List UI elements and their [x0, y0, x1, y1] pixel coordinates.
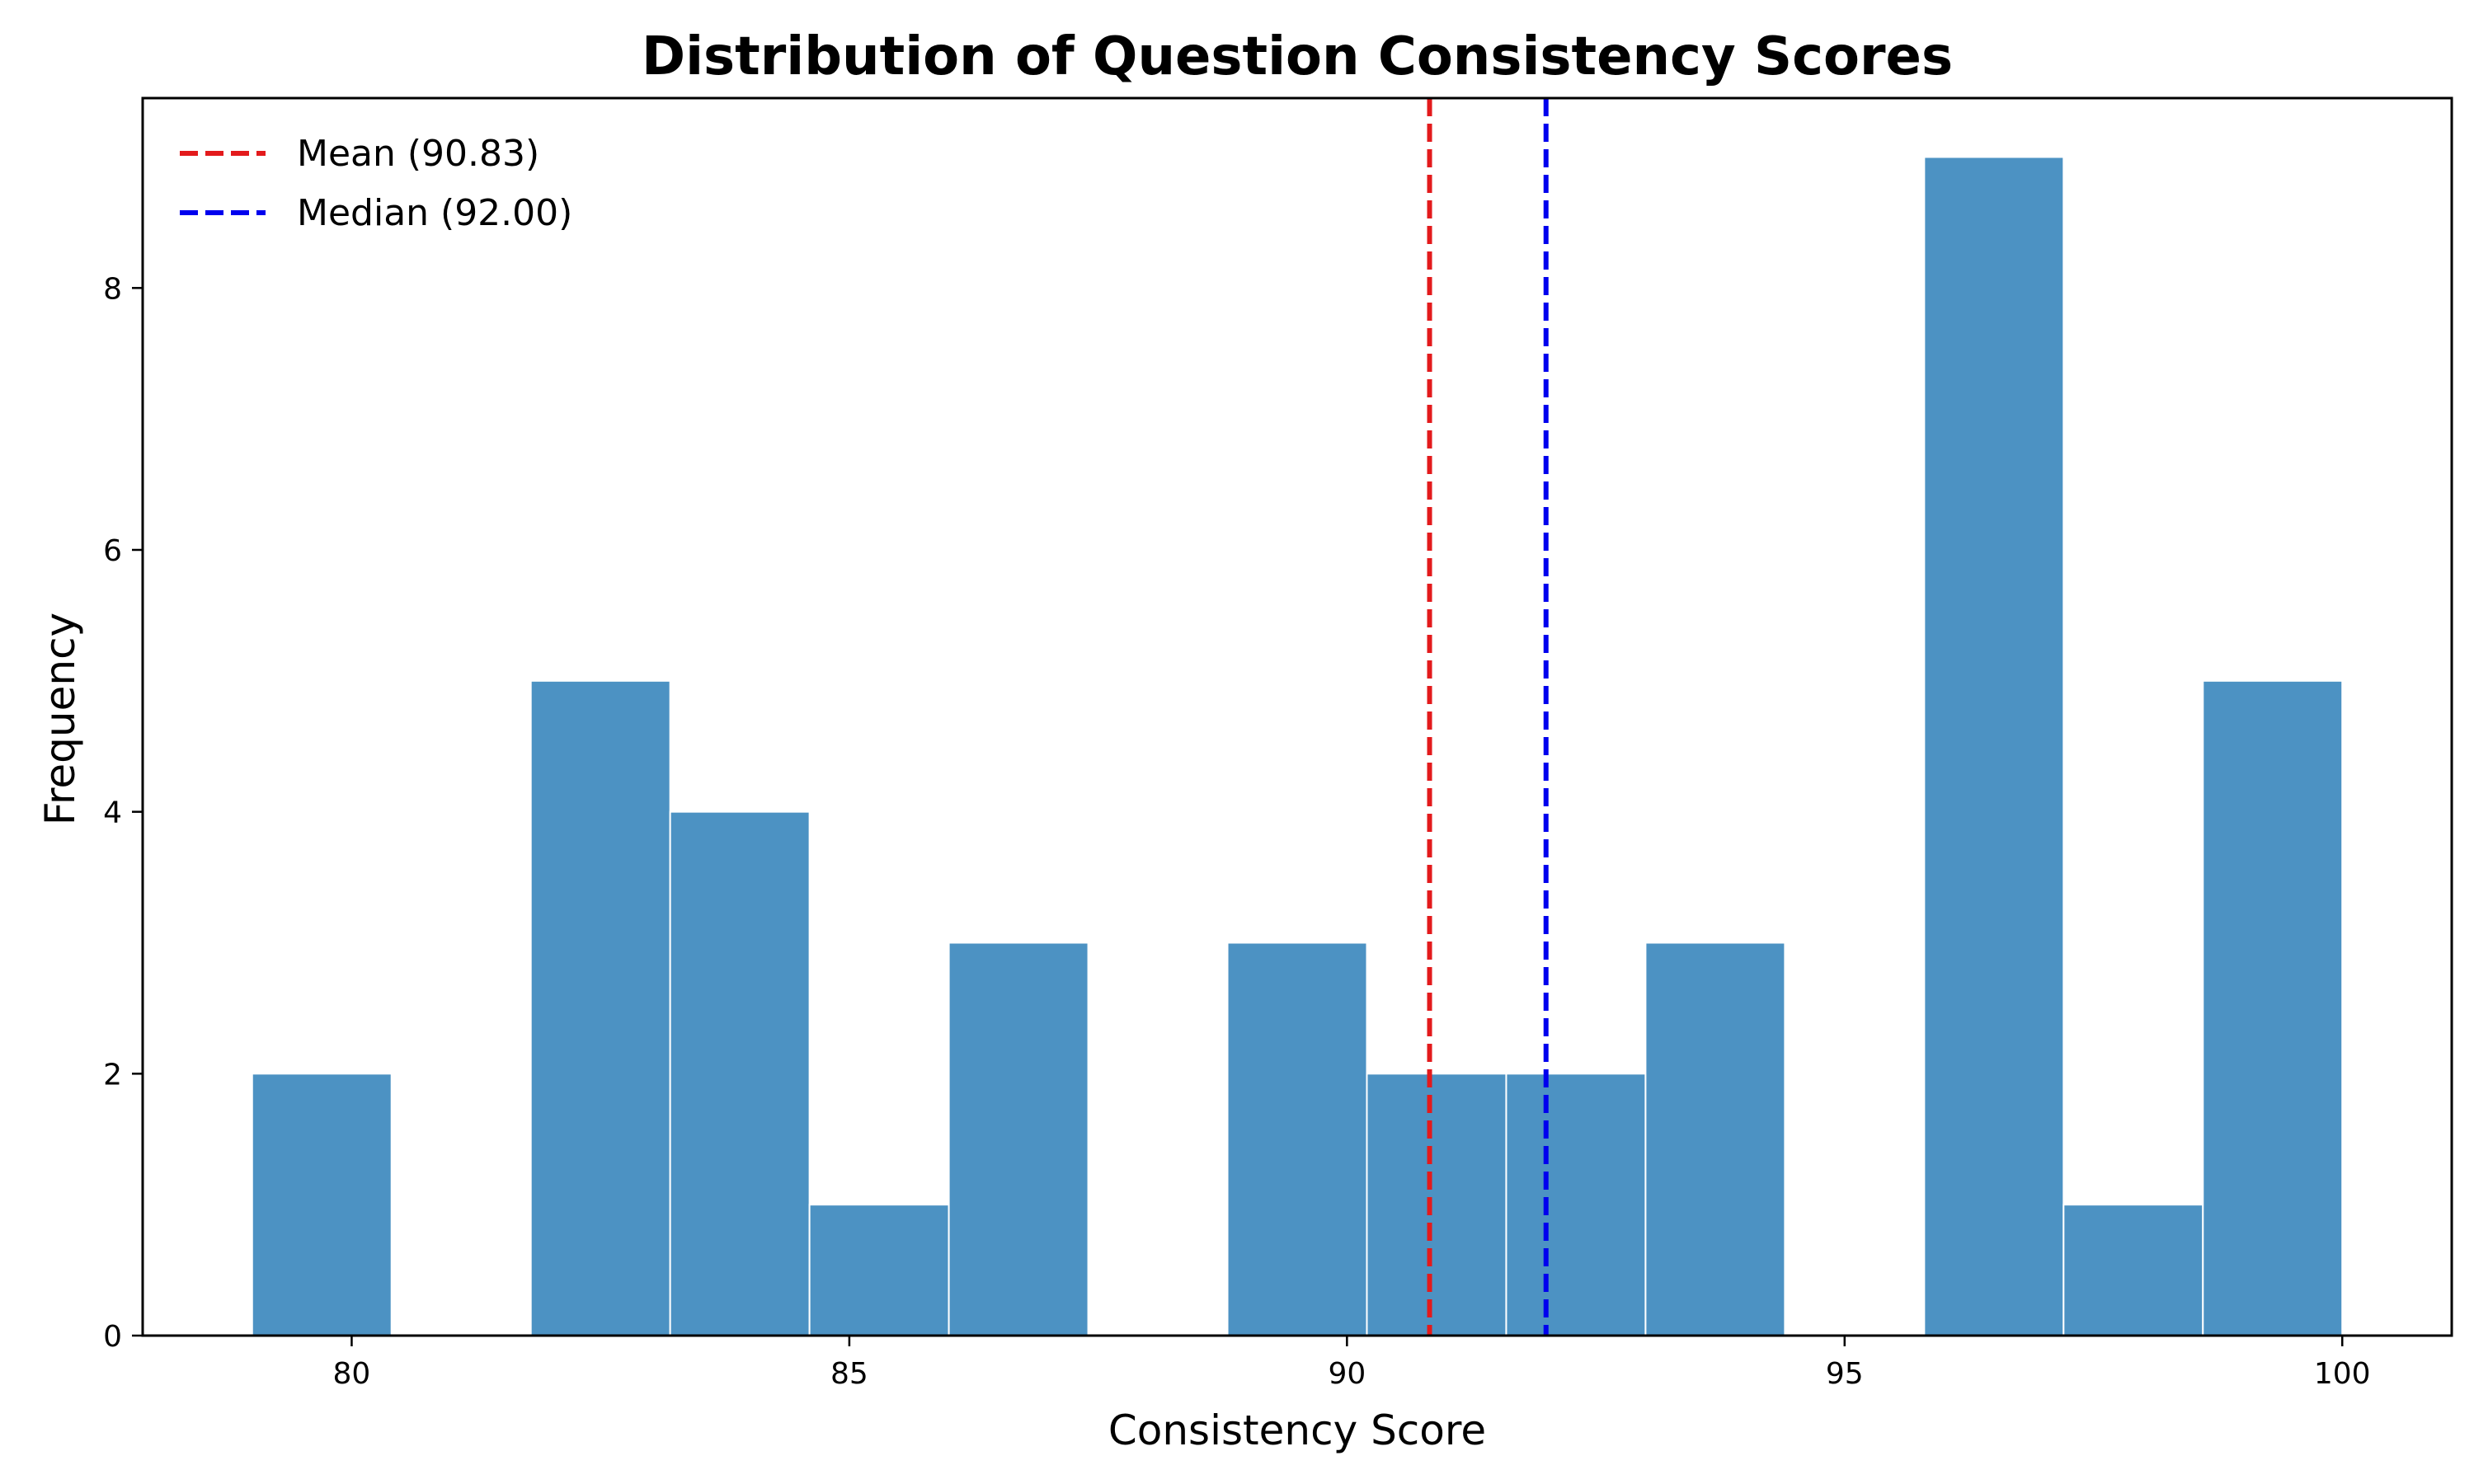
reference-lines	[1427, 98, 1549, 1336]
x-tick-label: 80	[333, 1357, 371, 1391]
y-tick-label: 8	[103, 272, 122, 306]
histogram-bar-4	[808, 1204, 950, 1337]
x-axis-label: Consistency Score	[1108, 1407, 1486, 1454]
histogram-bar-10	[1644, 942, 1786, 1336]
histogram-bar-9	[1505, 1073, 1647, 1336]
histogram-bar-12	[1923, 156, 2065, 1336]
y-tick-label: 6	[103, 534, 122, 568]
y-tick-label: 4	[103, 796, 122, 830]
histogram-bar-0	[251, 1073, 393, 1336]
histogram-bar-7	[1226, 942, 1368, 1336]
legend-label: Median (92.00)	[297, 192, 572, 234]
x-tick-label: 95	[1826, 1357, 1864, 1391]
histogram-bar-8	[1366, 1073, 1507, 1336]
histogram-bar-5	[948, 942, 1089, 1336]
histogram-bar-14	[2202, 679, 2344, 1336]
y-tick-label: 2	[103, 1058, 122, 1092]
histogram-bar-13	[2062, 1204, 2204, 1337]
x-tick-label: 85	[830, 1357, 868, 1391]
histogram-bars	[251, 156, 2344, 1337]
x-axis-ticks: 80 85 90 95 100	[333, 1336, 2371, 1391]
x-tick-label: 100	[2314, 1357, 2371, 1391]
y-axis-ticks: 0 2 4 6 8	[103, 272, 143, 1354]
histogram-bar-3	[669, 810, 811, 1336]
chart-legend: Mean (90.83) Median (92.00)	[180, 133, 572, 234]
plot-area-frame	[141, 96, 2453, 1337]
x-tick-label: 90	[1328, 1357, 1366, 1391]
chart-title: Distribution of Question Consistency Sco…	[642, 26, 1953, 87]
y-tick-label: 0	[103, 1320, 122, 1354]
histogram-bar-2	[529, 679, 671, 1336]
y-axis-label: Frequency	[36, 613, 84, 825]
legend-label: Mean (90.83)	[297, 133, 539, 175]
